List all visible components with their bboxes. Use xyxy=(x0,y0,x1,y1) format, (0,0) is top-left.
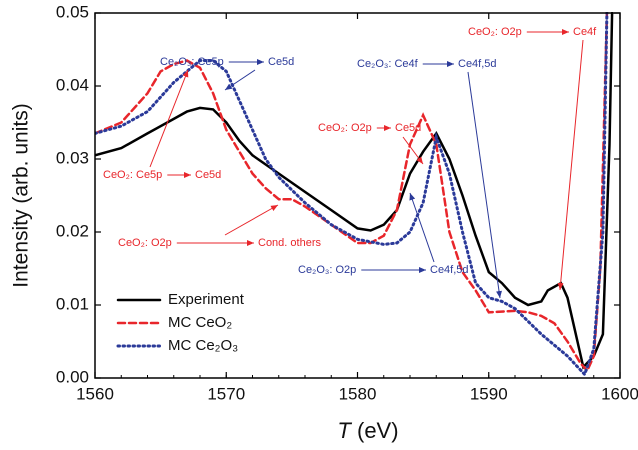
x-tick-label: 1580 xyxy=(339,384,377,403)
y-tick-label: 0.05 xyxy=(56,2,89,21)
annotation-from: Ce₂O₃: Ce4f xyxy=(357,58,419,70)
y-tick-label: 0.02 xyxy=(56,221,89,240)
y-tick-label: 0.00 xyxy=(56,367,89,386)
annotation-pointer xyxy=(224,69,256,91)
x-tick-label: 1600 xyxy=(601,384,638,403)
plot-frame xyxy=(94,12,621,379)
y-tick-label: 0.01 xyxy=(56,294,89,313)
series-line xyxy=(95,12,609,373)
legend-label: Experiment xyxy=(168,291,245,308)
annotation-pointer xyxy=(467,71,502,299)
annotation-from: Ce₂O₃: Ce5p xyxy=(160,56,224,68)
x-axis-label: T (eV) xyxy=(337,418,398,443)
annotation-pointer xyxy=(409,192,435,263)
annotation-from: CeO₂: O2p xyxy=(118,237,172,249)
annotation-from: Ce₂O₃: O2p xyxy=(298,264,356,276)
annotation-to: Ce5d xyxy=(268,56,294,68)
annotation-pointer xyxy=(149,69,189,168)
annotation-pointer xyxy=(557,39,584,291)
annotation-to: Cond. others xyxy=(258,237,321,249)
x-tick-label: 1570 xyxy=(207,384,245,403)
annotation-pointer xyxy=(402,136,424,165)
annotation-to: Ce4f xyxy=(573,26,597,38)
legend-label: MC Ce₂O₃ xyxy=(168,337,238,354)
annotation-from: CeO₂: Ce5p xyxy=(103,169,162,181)
annotation-to: Ce5d xyxy=(195,169,221,181)
annotation-from: CeO₂: O2p xyxy=(468,26,522,38)
y-tick-label: 0.04 xyxy=(56,75,89,94)
x-tick-label: 1590 xyxy=(470,384,508,403)
y-tick-label: 0.03 xyxy=(56,148,89,167)
annotation-to: Ce4f,5d xyxy=(458,58,497,70)
annotation-from: CeO₂: O2p xyxy=(318,122,372,134)
annotation-pointer xyxy=(224,204,279,236)
series-line xyxy=(95,12,609,378)
x-axis-symbol: T xyxy=(337,418,352,443)
legend-label: MC CeO₂ xyxy=(168,314,232,331)
annotation-to: Ce5d xyxy=(395,122,421,134)
x-tick-label: 1560 xyxy=(76,384,114,403)
annotation-to: Ce4f,5d xyxy=(430,264,469,276)
x-axis-unit: (eV) xyxy=(357,418,399,443)
y-axis-label: Intensity (arb. units) xyxy=(10,103,33,287)
